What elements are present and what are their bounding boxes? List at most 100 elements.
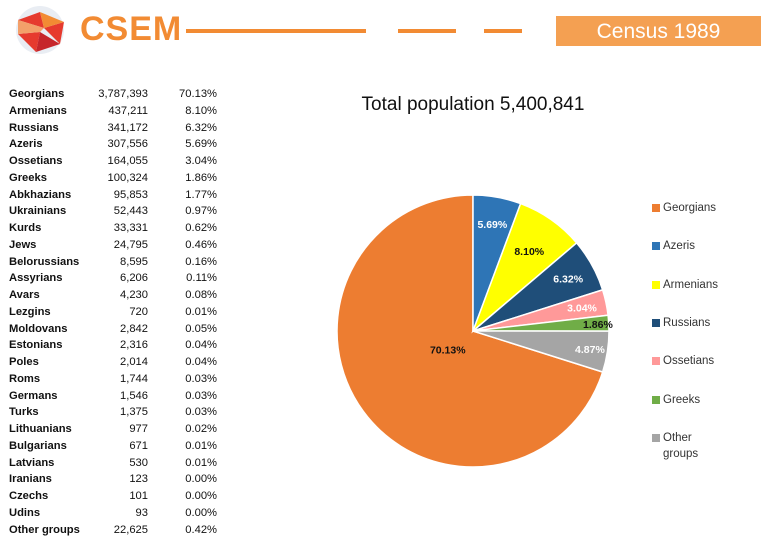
group-name: Ukrainians — [9, 205, 67, 218]
group-count: 341,172 — [107, 121, 148, 134]
table-row: Czechs 101 0.00% — [9, 488, 221, 505]
group-count: 33,331 — [113, 222, 148, 234]
group-count: 1,375 — [120, 406, 148, 419]
legend-swatch — [652, 281, 660, 289]
legend-swatch — [652, 396, 660, 404]
pie-chart: 70.13% 5.69% 8.10% 6.32% 3.04% 1.86% 4.87% — [336, 194, 613, 468]
table-row: Germans 1,546 0.03% — [9, 388, 221, 405]
group-name: Avars — [9, 289, 40, 301]
table-row: Turks 1,375 0.03% — [9, 404, 221, 421]
group-name: Other groups — [9, 523, 80, 536]
table-row: Assyrians 6,206 0.11% — [9, 270, 221, 287]
table-row: Udins 93 0.00% — [9, 505, 221, 522]
legend-label: Armenians — [663, 279, 718, 291]
pie-data-label: 70.13% — [430, 344, 466, 356]
legend-label: Greeks — [663, 394, 701, 406]
table-row: Other groups 22,625 0.42% — [9, 522, 221, 539]
group-name: Abkhazians — [9, 188, 72, 201]
group-percent: 0.46% — [185, 238, 217, 251]
pie-data-label: 5.69% — [477, 219, 507, 231]
group-percent: 0.11% — [186, 272, 217, 285]
group-name: Ossetians — [9, 155, 63, 167]
group-percent: 0.42% — [185, 523, 217, 536]
group-percent: 0.03% — [185, 372, 217, 385]
group-count: 977 — [129, 423, 148, 435]
table-row: Ukrainians 52,443 0.97% — [9, 203, 221, 220]
group-name: Moldovans — [9, 322, 68, 335]
group-count: 2,316 — [120, 339, 148, 352]
group-name: Udins — [9, 506, 41, 519]
group-count: 2,014 — [120, 356, 148, 368]
group-percent: 0.08% — [185, 289, 217, 301]
group-percent: 1.86% — [185, 171, 217, 184]
group-count: 123 — [129, 473, 148, 486]
table-row: Azeris 307,556 5.69% — [9, 136, 221, 153]
group-name: Estonians — [9, 339, 63, 352]
pie-data-label: 3.04% — [567, 303, 597, 315]
group-count: 8,595 — [120, 255, 148, 268]
group-count: 307,556 — [107, 138, 148, 151]
group-percent: 6.32% — [185, 121, 217, 134]
pie-data-label: 8.10% — [514, 246, 544, 258]
group-count: 1,744 — [120, 372, 148, 385]
group-name: Poles — [9, 356, 39, 368]
group-name: Czechs — [9, 490, 49, 502]
header-divider — [398, 29, 456, 33]
group-count: 24,795 — [113, 238, 148, 251]
group-count: 2,842 — [120, 322, 148, 335]
group-count: 530 — [129, 456, 148, 469]
table-row: Lezgins 720 0.01% — [9, 304, 221, 321]
pie-data-label: 4.87% — [575, 344, 605, 356]
group-percent: 0.00% — [185, 506, 217, 519]
table-row: Greeks 100,324 1.86% — [9, 170, 221, 187]
group-percent: 0.62% — [185, 222, 217, 234]
pie-slice-other-groups — [472, 330, 610, 373]
header-divider — [484, 29, 522, 33]
census-title: Census 1989 — [556, 16, 761, 46]
group-percent: 3.04% — [185, 155, 217, 167]
group-name: Russians — [9, 121, 59, 134]
group-count: 720 — [129, 305, 148, 318]
ethnic-groups-table: Georgians 3,787,393 70.13% Armenians 437,211… — [9, 86, 221, 538]
brand-name: CSEM — [80, 10, 183, 48]
group-percent: 1.77% — [185, 188, 217, 201]
group-percent: 0.00% — [185, 490, 217, 502]
pie-slice-georgians — [336, 194, 604, 468]
group-count: 671 — [129, 439, 148, 452]
legend-swatch — [652, 204, 660, 212]
group-percent: 8.10% — [185, 104, 217, 117]
legend-swatch — [652, 319, 660, 327]
group-name: Azeris — [9, 138, 43, 151]
legend-label: Russians — [663, 317, 711, 329]
group-percent: 0.05% — [185, 322, 217, 335]
legend-swatch — [652, 357, 660, 365]
pie-data-label: 1.86% — [583, 319, 613, 331]
group-count: 4,230 — [120, 289, 148, 301]
group-name: Roms — [9, 372, 41, 385]
group-name: Latvians — [9, 456, 55, 469]
group-name: Iranians — [9, 473, 52, 486]
group-count: 22,625 — [113, 523, 148, 536]
table-row: Russians 341,172 6.32% — [9, 120, 221, 137]
table-row: Bulgarians 671 0.01% — [9, 438, 221, 455]
group-count: 3,787,393 — [98, 88, 148, 100]
group-percent: 0.00% — [185, 473, 217, 486]
group-name: Germans — [9, 389, 58, 402]
table-row: Armenians 437,211 8.10% — [9, 103, 221, 120]
group-count: 1,546 — [120, 389, 148, 402]
group-percent: 0.03% — [185, 406, 217, 419]
csem-logo-icon — [16, 6, 64, 54]
group-name: Jews — [9, 238, 37, 251]
legend-label: Ossetians — [663, 355, 715, 367]
pie-data-label: 6.32% — [553, 273, 583, 285]
chart-title: Total population 5,400,841 — [361, 94, 585, 115]
group-count: 95,853 — [113, 188, 148, 201]
group-name: Assyrians — [9, 272, 63, 285]
legend-label: Other groups — [663, 432, 699, 460]
group-count: 93 — [135, 506, 148, 519]
table-row: Kurds 33,331 0.62% — [9, 220, 221, 237]
table-row: Estonians 2,316 0.04% — [9, 337, 221, 354]
group-count: 437,211 — [108, 104, 148, 117]
group-name: Lithuanians — [9, 423, 72, 435]
group-name: Greeks — [9, 171, 47, 184]
